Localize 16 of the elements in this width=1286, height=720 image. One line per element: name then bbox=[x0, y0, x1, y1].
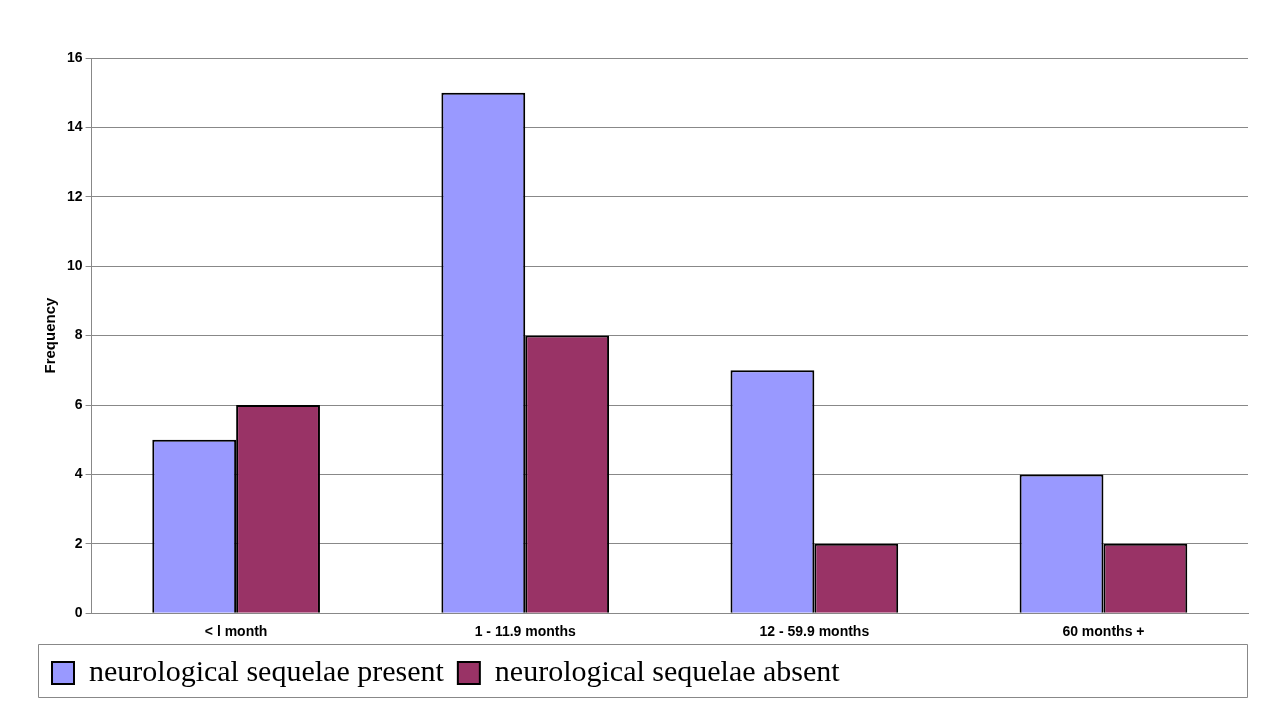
y-tick-label: 10 bbox=[66, 257, 83, 274]
legend-label: neurological sequelae absent bbox=[494, 653, 841, 687]
y-tick-label: 4 bbox=[74, 465, 83, 482]
y-tick-label: 16 bbox=[66, 48, 83, 65]
legend-label: neurological sequelae present bbox=[89, 653, 445, 687]
y-tick-label: 14 bbox=[66, 118, 83, 135]
x-tick-label: 60 months + bbox=[1062, 623, 1145, 640]
y-tick-label: 12 bbox=[66, 187, 83, 204]
y-tick-label: 0 bbox=[74, 604, 83, 621]
y-tick-label: 8 bbox=[74, 326, 83, 343]
x-tick-label: < l month bbox=[204, 623, 268, 640]
y-axis-title: Frequency bbox=[41, 297, 59, 374]
y-tick-label: 2 bbox=[74, 534, 83, 551]
y-tick-label: 6 bbox=[74, 395, 83, 412]
x-tick-label: 12 - 59.9 months bbox=[759, 623, 870, 640]
x-tick-label: 1 - 11.9 months bbox=[474, 623, 577, 640]
